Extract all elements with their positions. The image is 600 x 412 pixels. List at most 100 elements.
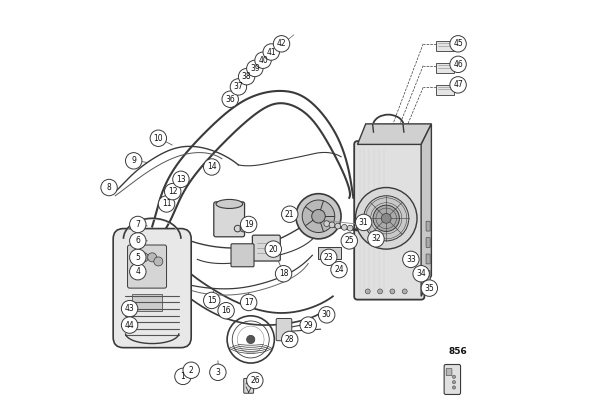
Circle shape (281, 331, 298, 348)
Circle shape (164, 183, 181, 200)
FancyBboxPatch shape (214, 202, 245, 237)
Text: 1: 1 (181, 372, 185, 381)
FancyBboxPatch shape (128, 245, 167, 288)
Text: 7: 7 (136, 220, 140, 229)
Circle shape (222, 91, 238, 108)
Text: 35: 35 (424, 283, 434, 293)
Circle shape (121, 317, 138, 333)
Circle shape (255, 52, 271, 68)
Text: 18: 18 (279, 269, 289, 278)
FancyBboxPatch shape (113, 229, 191, 348)
Circle shape (125, 152, 142, 169)
Circle shape (341, 233, 358, 249)
Circle shape (450, 35, 466, 52)
Text: 17: 17 (244, 298, 253, 307)
Text: 13: 13 (176, 175, 186, 184)
Circle shape (331, 262, 347, 278)
Circle shape (183, 362, 199, 379)
Text: 16: 16 (221, 306, 231, 315)
Circle shape (247, 372, 263, 389)
Text: 44: 44 (125, 321, 134, 330)
Circle shape (296, 194, 341, 239)
Text: 10: 10 (154, 134, 163, 143)
Circle shape (329, 222, 335, 228)
Text: 45: 45 (453, 39, 463, 48)
Circle shape (302, 200, 335, 232)
Text: 28: 28 (285, 335, 295, 344)
Text: 36: 36 (226, 95, 235, 104)
Circle shape (452, 381, 455, 384)
Text: 47: 47 (453, 80, 463, 89)
Bar (436, 85, 454, 95)
Circle shape (238, 68, 255, 85)
FancyBboxPatch shape (426, 254, 430, 264)
Bar (436, 63, 454, 73)
Circle shape (341, 225, 347, 230)
Text: 30: 30 (322, 310, 332, 319)
Text: 42: 42 (277, 39, 286, 48)
Circle shape (218, 302, 235, 319)
FancyBboxPatch shape (253, 235, 280, 261)
Text: 19: 19 (244, 220, 253, 229)
Text: 39: 39 (250, 64, 260, 73)
Text: 41: 41 (266, 47, 276, 56)
Circle shape (247, 60, 263, 77)
Circle shape (320, 249, 337, 266)
Text: 2: 2 (189, 366, 194, 375)
Circle shape (368, 231, 384, 247)
Circle shape (139, 253, 148, 262)
Circle shape (265, 241, 281, 258)
Circle shape (450, 56, 466, 73)
Circle shape (173, 171, 189, 187)
FancyBboxPatch shape (426, 238, 430, 248)
Text: 43: 43 (125, 304, 134, 313)
Circle shape (150, 130, 167, 146)
Circle shape (355, 214, 372, 231)
FancyBboxPatch shape (244, 379, 254, 393)
Bar (319, 247, 341, 260)
Text: 26: 26 (250, 376, 260, 385)
FancyBboxPatch shape (426, 221, 430, 231)
Bar (131, 294, 163, 311)
Text: 3: 3 (215, 368, 220, 377)
Circle shape (241, 294, 257, 311)
Circle shape (377, 289, 383, 294)
Text: 11: 11 (162, 199, 172, 208)
Text: 38: 38 (242, 72, 251, 81)
Text: 34: 34 (416, 269, 426, 278)
Polygon shape (421, 124, 431, 296)
Circle shape (130, 264, 146, 280)
Circle shape (421, 280, 437, 296)
FancyBboxPatch shape (444, 365, 461, 394)
Text: 33: 33 (406, 255, 416, 264)
Text: 14: 14 (207, 162, 217, 171)
Circle shape (382, 213, 391, 223)
Circle shape (274, 35, 290, 52)
FancyBboxPatch shape (276, 318, 292, 341)
Circle shape (281, 206, 298, 222)
Polygon shape (358, 124, 431, 145)
Text: 21: 21 (285, 210, 295, 219)
Circle shape (130, 216, 146, 233)
Text: 40: 40 (258, 56, 268, 65)
Text: 9: 9 (131, 156, 136, 165)
Text: 4: 4 (136, 267, 140, 276)
Circle shape (158, 196, 175, 212)
Text: 31: 31 (359, 218, 368, 227)
Circle shape (230, 79, 247, 95)
Text: 32: 32 (371, 234, 381, 243)
Text: 20: 20 (268, 245, 278, 254)
Text: 29: 29 (304, 321, 313, 330)
Circle shape (203, 159, 220, 175)
Circle shape (364, 196, 409, 241)
Text: 8: 8 (107, 183, 112, 192)
Circle shape (131, 253, 140, 262)
Ellipse shape (216, 199, 243, 208)
Circle shape (263, 44, 280, 60)
Circle shape (130, 249, 146, 266)
FancyBboxPatch shape (354, 141, 424, 300)
Circle shape (452, 386, 455, 389)
Circle shape (324, 221, 329, 227)
Text: 23: 23 (324, 253, 334, 262)
Circle shape (148, 253, 157, 262)
